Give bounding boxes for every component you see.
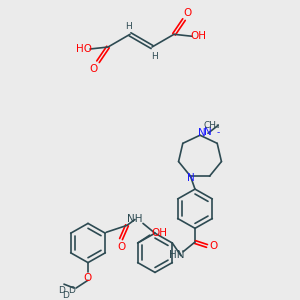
Text: -: -	[216, 128, 220, 137]
Text: N: N	[204, 127, 212, 137]
Text: O: O	[184, 8, 192, 18]
Text: HN: HN	[169, 250, 185, 260]
Text: N: N	[187, 173, 194, 183]
Text: O: O	[209, 241, 217, 251]
Text: O: O	[117, 242, 125, 252]
Text: HO: HO	[76, 44, 92, 54]
Text: D: D	[63, 291, 69, 300]
Text: O: O	[90, 64, 98, 74]
Text: D: D	[69, 286, 75, 295]
Text: D: D	[58, 286, 65, 295]
Text: CH₃: CH₃	[204, 121, 220, 130]
Text: OH: OH	[190, 31, 206, 41]
Text: N: N	[198, 128, 206, 138]
Text: O: O	[84, 273, 92, 283]
Text: H: H	[151, 52, 158, 61]
Text: OH: OH	[152, 228, 168, 238]
Text: H: H	[124, 22, 131, 31]
Text: NH: NH	[127, 214, 143, 224]
